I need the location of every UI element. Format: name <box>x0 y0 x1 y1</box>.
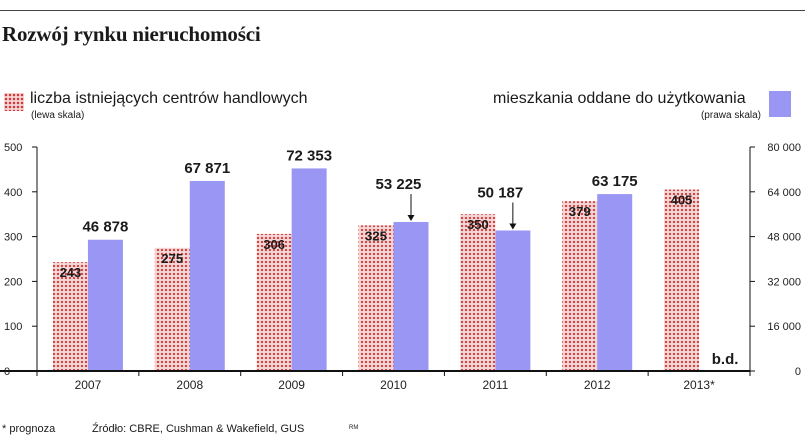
left-value-label: 350 <box>467 217 489 232</box>
left-value-label: 275 <box>161 251 183 266</box>
bar-right-2008 <box>189 180 225 371</box>
x-tick-label: 2010 <box>380 378 407 392</box>
right-value-label: 63 175 <box>592 173 638 190</box>
right-tick-label: 16 000 <box>767 321 801 333</box>
top-rule <box>0 10 805 11</box>
right-tick-label: 0 <box>795 366 801 378</box>
x-tick-label: 2011 <box>482 378 508 392</box>
left-tick-label: 400 <box>4 187 22 199</box>
source-note: Źródło: CBRE, Cushman & Wakefield, GUS <box>92 423 305 435</box>
bar-right-2012 <box>597 194 633 371</box>
x-tick-label: 2013* <box>683 378 715 392</box>
right-value-label: b.d. <box>712 351 739 368</box>
x-tick-label: 2009 <box>278 378 305 392</box>
right-value-label: 46 878 <box>82 219 128 236</box>
right-value-label: 53 225 <box>376 176 422 193</box>
left-value-label: 325 <box>365 228 387 243</box>
bar-left-2008 <box>154 247 190 371</box>
legend-swatch-dotted <box>4 93 24 111</box>
right-tick-label: 32 000 <box>767 276 801 288</box>
bar-left-2012 <box>562 201 598 371</box>
bar-left-2013* <box>664 189 700 371</box>
footnote: * prognoza <box>2 423 56 435</box>
bar-right-2007 <box>87 239 123 371</box>
bar-left-2009 <box>256 233 292 371</box>
pointer-arrow <box>407 214 415 221</box>
left-value-label: 306 <box>263 237 285 252</box>
left-tick-label: 200 <box>4 276 22 288</box>
bars-layer <box>52 168 700 371</box>
left-tick-label: 300 <box>4 232 22 244</box>
x-tick-label: 2012 <box>584 378 611 392</box>
chart-title: Rozwój rynku nieruchomości <box>2 22 261 46</box>
legend-label-right: mieszkania oddane do użytkowania <box>493 90 746 107</box>
bar-left-2010 <box>358 225 394 371</box>
x-tick-label: 2007 <box>75 378 102 392</box>
bar-right-2009 <box>291 168 327 371</box>
bar-right-2011 <box>495 230 531 371</box>
axes-layer <box>0 146 755 376</box>
right-tick-label: 48 000 <box>767 232 801 244</box>
legend-sub-right: (prawa skala) <box>700 110 761 121</box>
legend-swatch-solid <box>769 91 791 117</box>
left-tick-label: 100 <box>4 321 22 333</box>
labels-layer: 2007 243 2008 275 2009 306 2010 325 2011 350 2012 3… <box>4 142 801 392</box>
pointer-arrow <box>509 223 517 230</box>
bar-left-2007 <box>52 262 88 371</box>
bar-right-2010 <box>393 221 429 371</box>
credit-mark: RM <box>349 425 359 431</box>
left-tick-label: 0 <box>4 366 10 378</box>
right-value-label: 67 871 <box>184 160 230 177</box>
right-tick-label: 80 000 <box>767 142 801 154</box>
legend-sub-left: (lewa skala) <box>31 110 85 121</box>
bar-left-2011 <box>460 214 496 371</box>
left-tick-label: 500 <box>4 142 22 154</box>
right-value-label: 50 187 <box>477 184 523 201</box>
right-tick-label: 64 000 <box>767 187 801 199</box>
x-tick-label: 2008 <box>176 378 203 392</box>
right-value-label: 72 353 <box>286 147 332 164</box>
left-value-label: 405 <box>671 193 693 208</box>
legend-label-left: liczba istniejących centrów handlowych <box>30 90 308 107</box>
left-value-label: 243 <box>60 265 82 280</box>
left-value-label: 379 <box>569 204 591 219</box>
